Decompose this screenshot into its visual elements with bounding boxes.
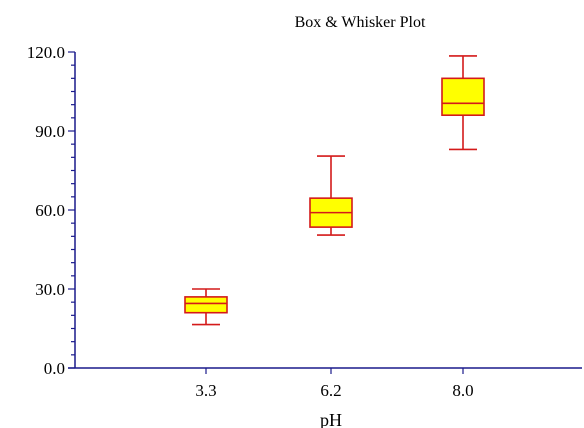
y-tick-label: 90.0 xyxy=(35,122,65,141)
x-tick-label: 3.3 xyxy=(195,381,216,400)
chart-title: Box & Whisker Plot xyxy=(295,14,426,31)
y-tick-label: 60.0 xyxy=(35,201,65,220)
box-6-2 xyxy=(309,155,353,236)
iqr-box xyxy=(441,77,485,117)
x-tick-label: 8.0 xyxy=(452,381,473,400)
y-tick-label: 0.0 xyxy=(44,359,65,378)
boxes xyxy=(184,55,485,326)
box-8-0 xyxy=(441,55,485,151)
y-tick-label: 30.0 xyxy=(35,280,65,299)
x-tick-label: 6.2 xyxy=(320,381,341,400)
x-axis-label: pH xyxy=(320,410,342,428)
box-3-3 xyxy=(184,288,228,326)
iqr-box xyxy=(184,296,228,314)
y-tick-label: 120.0 xyxy=(27,43,65,62)
axes: 0.0 30.0 60.0 90.0 120.0 3.3 6.2 8.0 xyxy=(27,43,582,400)
